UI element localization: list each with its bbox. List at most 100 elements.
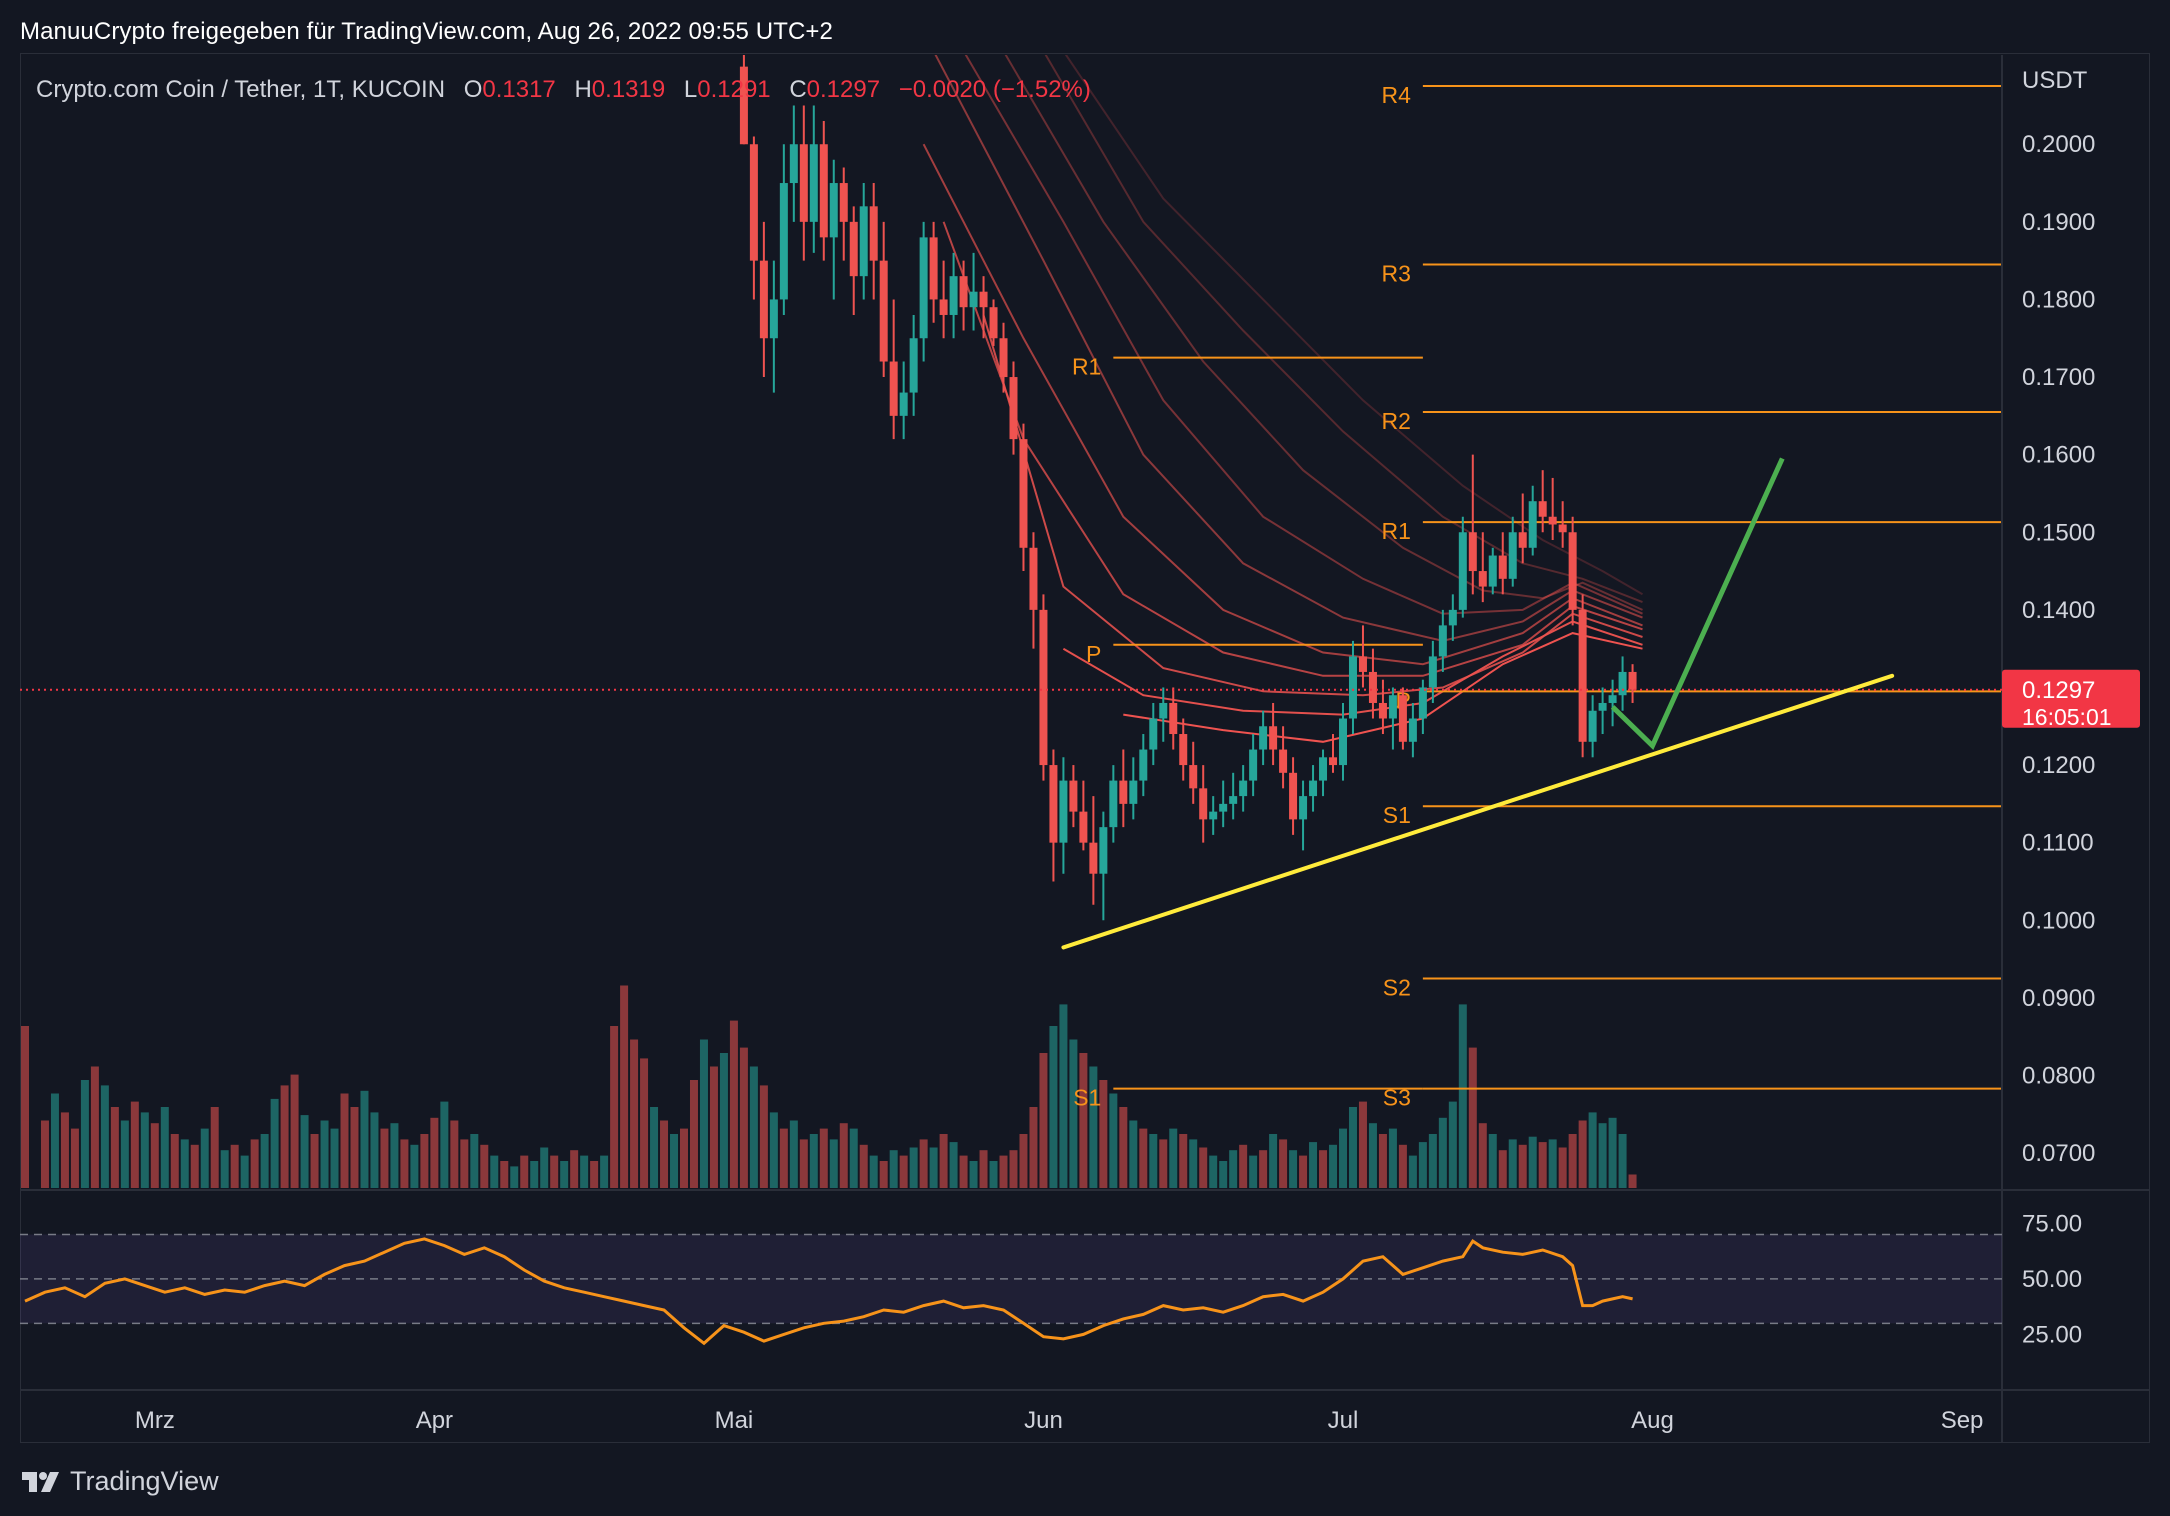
price-tick-label: 0.1400 <box>2022 597 2095 624</box>
candle-body <box>1189 765 1198 789</box>
volume-bar <box>490 1155 499 1188</box>
volume-bar <box>270 1098 279 1188</box>
volume-bar <box>520 1155 529 1188</box>
volume-bar <box>1239 1144 1248 1188</box>
candle-body <box>1388 695 1397 719</box>
volume-bar <box>1169 1128 1178 1188</box>
candle-body <box>799 144 808 222</box>
volume-bar <box>290 1074 299 1188</box>
time-tick-label: Aug <box>1631 1407 1674 1434</box>
volume-bar <box>949 1142 958 1188</box>
tradingview-logo[interactable]: TradingView <box>20 1466 219 1497</box>
volume-bar <box>1548 1139 1557 1188</box>
close-label: C <box>789 76 807 103</box>
volume-bar <box>1189 1139 1198 1188</box>
volume-bar <box>250 1139 259 1188</box>
volume-bar <box>1279 1139 1288 1188</box>
volume-bar <box>819 1128 828 1188</box>
volume-bar <box>400 1139 409 1188</box>
volume-bar <box>1299 1155 1308 1188</box>
volume-bar <box>1618 1134 1627 1188</box>
candle-body <box>1468 532 1477 572</box>
volume-bar <box>190 1144 199 1188</box>
volume-bar <box>660 1120 669 1188</box>
candle-body <box>1119 780 1128 804</box>
volume-bar <box>1289 1150 1298 1188</box>
volume-bar <box>1628 1174 1637 1188</box>
candle-body <box>989 307 998 339</box>
open-label: O <box>463 76 483 103</box>
candle-body <box>879 260 888 362</box>
volume-bar <box>1179 1134 1188 1188</box>
volume-bar <box>450 1120 459 1188</box>
candle-body <box>1458 532 1467 610</box>
candle-body <box>1079 811 1088 843</box>
volume-bar <box>180 1139 189 1188</box>
chart-frame <box>20 53 2150 1443</box>
volume-bar <box>1408 1155 1417 1188</box>
volume-bar <box>340 1093 349 1188</box>
candle-body <box>1368 671 1377 703</box>
volume-bar <box>739 1047 748 1188</box>
candle-body <box>909 338 918 393</box>
low-value: 0.1291 <box>697 76 771 103</box>
candle-body <box>1588 710 1597 742</box>
candle-body <box>1408 718 1417 742</box>
volume-bar <box>110 1107 119 1188</box>
volume-bar <box>699 1039 708 1188</box>
price-tick-label: 0.0700 <box>2022 1140 2095 1167</box>
ema-line <box>934 55 1643 642</box>
candle-body <box>1568 532 1577 610</box>
price-tick-label: 0.1900 <box>2022 209 2095 236</box>
candle-body <box>979 291 988 308</box>
ema-line <box>1004 55 1643 611</box>
candle-body <box>859 206 868 277</box>
candle-body <box>1428 656 1437 688</box>
volume-bar <box>1329 1144 1338 1188</box>
volume-bar <box>969 1161 978 1188</box>
volume-bar <box>1049 1026 1058 1188</box>
volume-bar <box>839 1123 848 1188</box>
volume-bar <box>560 1161 569 1188</box>
volume-bar <box>779 1128 788 1188</box>
candle-body <box>1348 656 1357 719</box>
volume-bar <box>120 1120 129 1188</box>
pivot-level-label: R2 <box>1381 408 1410 434</box>
candle-body <box>1149 718 1158 750</box>
candle-body <box>1398 695 1407 742</box>
volume-bar <box>829 1139 838 1188</box>
volume-bar <box>20 1026 29 1188</box>
volume-bar <box>470 1134 479 1188</box>
volume-bar <box>80 1080 89 1188</box>
volume-bar <box>140 1112 149 1188</box>
volume-bar <box>849 1128 858 1188</box>
candle-body <box>1538 501 1547 517</box>
volume-bar <box>1099 1080 1108 1188</box>
volume-bar <box>90 1066 99 1188</box>
volume-bar <box>240 1155 249 1188</box>
current-price-badge <box>2002 669 2140 728</box>
volume-bar <box>1478 1123 1487 1188</box>
candle-body <box>1488 555 1497 587</box>
volume-bar <box>1259 1150 1268 1188</box>
symbol-name[interactable]: Crypto.com Coin / Tether, 1T, KUCOIN <box>36 76 446 103</box>
volume-bar <box>280 1085 289 1188</box>
candle-body <box>1578 609 1587 742</box>
candle-body <box>1239 780 1248 797</box>
volume-bar <box>440 1101 449 1188</box>
volume-bar <box>979 1150 988 1188</box>
price-tick-label: 0.2000 <box>2022 131 2095 158</box>
candle-body <box>1358 656 1367 672</box>
candle-body <box>1089 842 1098 874</box>
volume-bar <box>370 1112 379 1188</box>
volume-bar <box>210 1107 219 1188</box>
candle-body <box>1438 625 1447 657</box>
volume-bar <box>1009 1150 1018 1188</box>
volume-bar <box>160 1107 169 1188</box>
candle-body <box>1199 788 1208 820</box>
volume-bar <box>230 1144 239 1188</box>
candle-body <box>1418 687 1427 719</box>
volume-bar <box>1039 1053 1048 1188</box>
time-tick-label: Jun <box>1024 1407 1063 1434</box>
